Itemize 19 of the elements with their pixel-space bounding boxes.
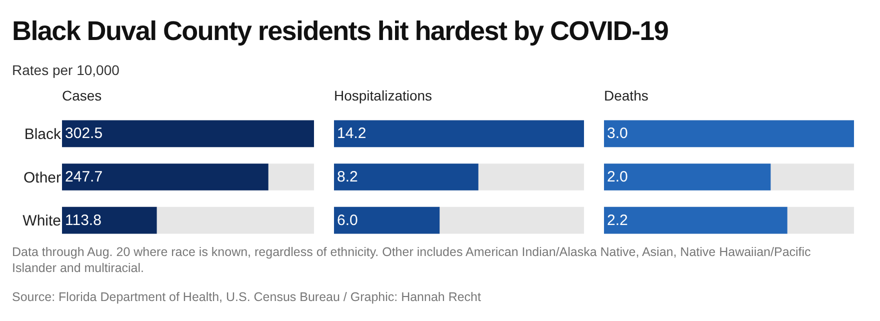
y-tick-label: Other	[23, 169, 62, 186]
data-label: 2.0	[607, 168, 628, 186]
chart-title: Deaths	[604, 88, 648, 104]
data-label: 302.5	[65, 125, 103, 142]
text: Black Duval County residents hit hardest by COVID-19	[12, 16, 668, 47]
y-tick-label: White	[22, 212, 61, 230]
data-label: 8.2	[337, 168, 358, 186]
chart-title: Cases	[62, 88, 102, 104]
source-note: Source: Florida Department of Health, U.S. Census Bureau / Graphic: Hannah Recht	[12, 290, 481, 304]
data-label: 247.7	[65, 168, 103, 186]
chart-title: Hospitalizations	[334, 88, 432, 104]
y-tick-label: Black	[24, 126, 62, 143]
text: Rates per 10,000	[12, 62, 120, 78]
data-label: 2.2	[607, 212, 628, 229]
data-label: 3.0	[607, 125, 628, 142]
data-label: 14.2	[337, 125, 366, 142]
text: Data through Aug. 20 where race is known, regardless of ethnicity. Other includes American Indian/Alaska Native, Asian, Native Hawaiian/Pacific Islander and multiracial.	[12, 244, 812, 276]
data-label: 113.8	[65, 212, 102, 229]
data-label: 6.0	[337, 212, 358, 229]
